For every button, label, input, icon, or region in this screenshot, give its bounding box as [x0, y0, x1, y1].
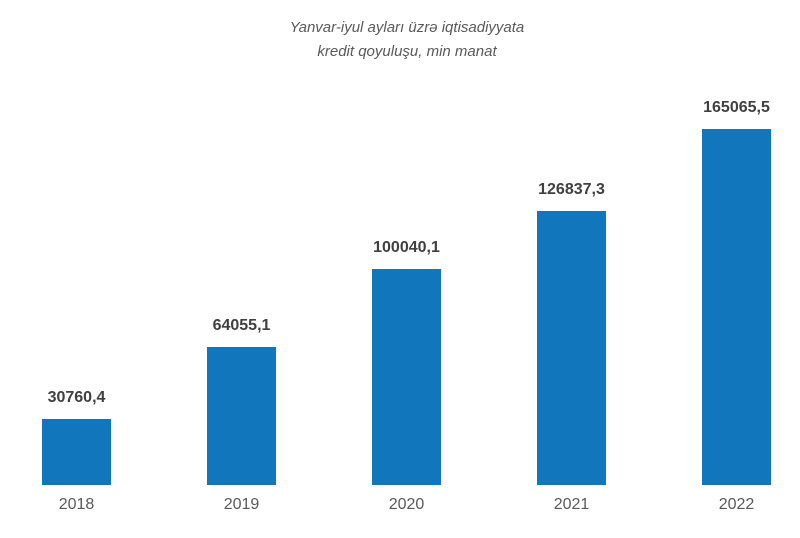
bar-2022: [702, 129, 771, 485]
bar-2019: [207, 347, 276, 485]
bar-value-label: 126837,3: [538, 181, 605, 198]
bar-2020: [372, 269, 441, 485]
chart-title-line2: kredit qoyuluşu, min manat: [317, 43, 497, 60]
chart-title: Yanvar-iyul ayları üzrə iqtisadiyyata kr…: [107, 16, 707, 64]
x-tick-label: 2019: [223, 496, 260, 513]
x-tick-label: 2020: [388, 496, 425, 513]
x-tick-label: 2021: [553, 496, 590, 513]
x-tick-label: 2018: [58, 496, 95, 513]
bar-2021: [537, 211, 606, 485]
bar-value-label: 64055,1: [212, 317, 271, 334]
bar-2018: [42, 419, 111, 485]
bar-value-label: 100040,1: [373, 239, 440, 256]
bar-value-label: 30760,4: [47, 389, 106, 406]
x-tick-label: 2022: [718, 496, 755, 513]
chart-title-line1: Yanvar-iyul ayları üzrə iqtisadiyyata: [289, 19, 525, 36]
bar-value-label: 165065,5: [703, 99, 770, 116]
